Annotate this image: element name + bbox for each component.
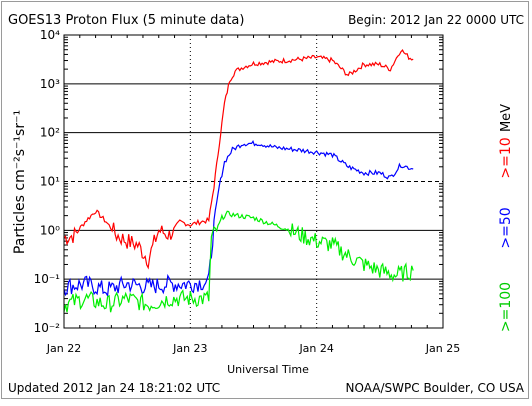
y-tick-label: 10⁴	[40, 28, 60, 42]
y-tick-labels: 10⁴ 10³ 10² 10¹ 10⁰ 10⁻¹ 10⁻²	[34, 28, 61, 335]
series-layer	[63, 48, 414, 313]
y-tick-label: 10¹	[40, 175, 60, 189]
y-tick-label: 10⁻²	[34, 321, 61, 335]
y-tick-label: 10³	[40, 77, 60, 91]
x-tick-label: Jan 25	[425, 342, 460, 355]
y-tick-label: 10⁻¹	[34, 272, 61, 286]
x-tick-label: Jan 23	[172, 342, 207, 355]
series-line-ge100	[63, 210, 414, 313]
updated-label: Updated 2012 Jan 24 18:21:02 UTC	[8, 381, 220, 395]
y-tick-label: 10²	[40, 126, 60, 140]
plot-border	[63, 34, 444, 329]
series-line-ge50	[63, 139, 414, 298]
x-tick-label: Jan 24	[298, 342, 333, 355]
y-axis-label: Particles cm⁻²s⁻¹sr⁻¹	[12, 110, 28, 254]
x-axis-label: Universal Time	[227, 363, 309, 376]
unit-label-mev: MeV	[499, 104, 514, 132]
legend-ge10: >=10	[498, 137, 514, 178]
begin-label: Begin: 2012 Jan 22 0000 UTC	[348, 13, 524, 27]
x-tick-labels: Jan 22 Jan 23 Jan 24 Jan 25	[46, 342, 460, 355]
legend-ge100: >=100	[498, 282, 514, 332]
grid-lines	[64, 35, 443, 328]
credit-label: NOAA/SWPC Boulder, CO USA	[346, 381, 525, 395]
x-tick-label: Jan 22	[46, 342, 81, 355]
outer-frame	[1, 1, 529, 399]
chart-title: GOES13 Proton Flux (5 minute data)	[8, 13, 244, 28]
legend-ge50: >=50	[498, 207, 514, 248]
series-line-ge10	[63, 48, 414, 270]
y-tick-label: 10⁰	[40, 223, 60, 237]
